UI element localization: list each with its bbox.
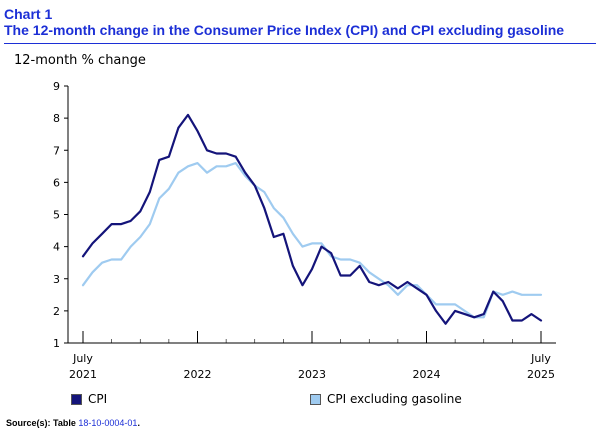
source-note: Source(s): Table 18-10-0004-01. — [6, 418, 140, 428]
legend-swatch-cpi-ex-gasoline — [310, 393, 321, 405]
y-tick-label: 9 — [53, 80, 60, 93]
y-tick-label: 1 — [53, 337, 60, 350]
chart-title: The 12-month change in the Consumer Pric… — [4, 22, 565, 38]
x-tick-label: July — [72, 352, 93, 365]
source-suffix: . — [137, 418, 140, 428]
x-tick-label: 2023 — [298, 368, 326, 381]
y-tick-label: 2 — [53, 305, 60, 318]
x-tick-label: 2025 — [527, 368, 555, 381]
series-line-cpi — [81, 113, 543, 325]
chart-number: Chart 1 — [4, 6, 53, 22]
legend-item-cpi: CPI — [71, 392, 107, 406]
x-tick-label: 2021 — [69, 368, 97, 381]
legend-label-cpi: CPI — [88, 392, 108, 406]
source-label: Source(s): — [6, 418, 51, 428]
chart-header: Chart 1 The 12-month change in the Consu… — [4, 6, 596, 39]
x-tick-label: 2022 — [184, 368, 212, 381]
legend-label-cpi-ex-gasoline: CPI excluding gasoline — [327, 392, 462, 406]
y-axis-title: 12-month % change — [14, 53, 146, 68]
y-tick-label: 5 — [53, 209, 60, 222]
x-tick-label: 2024 — [413, 368, 441, 381]
series-line-cpi-ex-gasoline — [81, 162, 543, 319]
y-tick-label: 6 — [53, 176, 60, 189]
header-divider — [4, 43, 596, 44]
line-chart: 1 2 3 4 5 6 7 8 9 July 2021 2022 2023 2024 July 2025 — [53, 80, 556, 381]
legend-swatch-cpi — [71, 393, 82, 405]
y-tick-label: 4 — [53, 241, 60, 254]
legend-item-cpi-ex-gasoline: CPI excluding gasoline — [310, 392, 462, 406]
y-tick-label: 8 — [53, 112, 60, 125]
y-tick-label: 7 — [53, 144, 60, 157]
source-table-link[interactable]: 18-10-0004-01 — [78, 418, 138, 428]
y-tick-label: 3 — [53, 273, 60, 286]
source-prefix: Table — [53, 418, 76, 428]
x-tick-label: July — [530, 352, 551, 365]
